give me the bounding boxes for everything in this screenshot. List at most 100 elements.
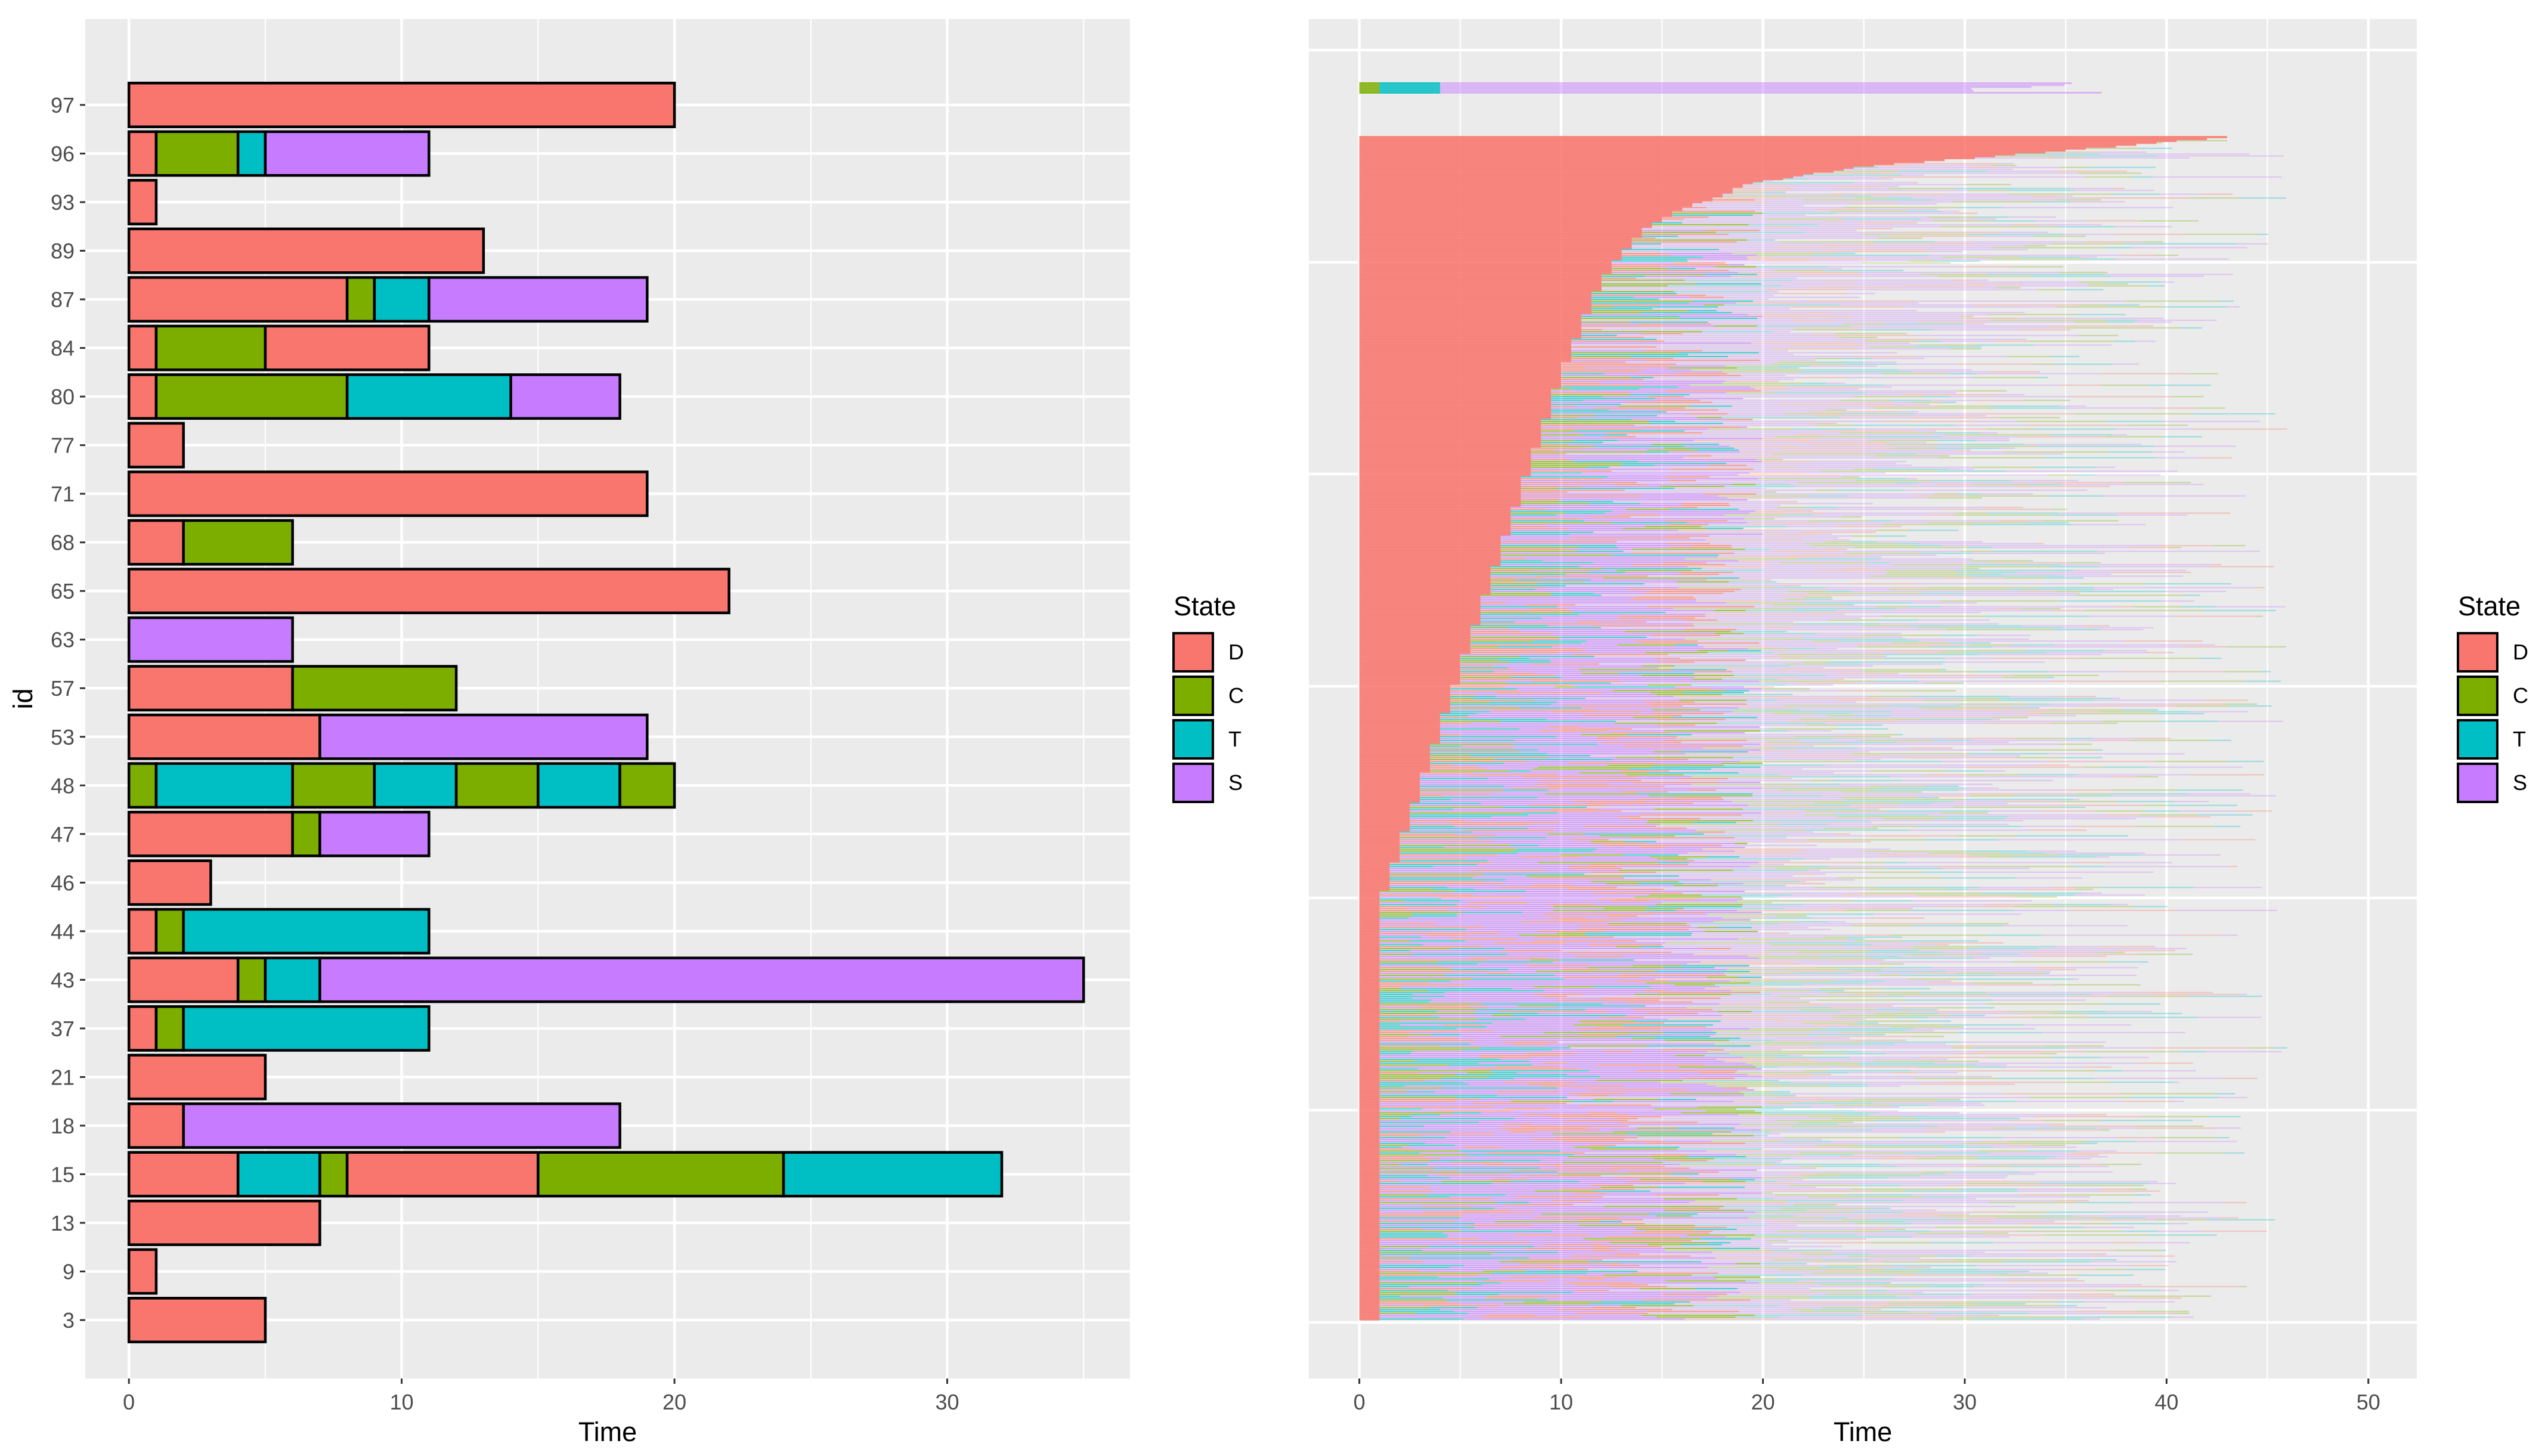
- dense-bar-S: [1639, 1253, 1802, 1255]
- dense-bar-S: [2116, 428, 2194, 430]
- dense-bar-S: [1723, 422, 1808, 425]
- dense-bar-D: [1359, 821, 1410, 824]
- dense-bar-T: [1806, 913, 1874, 915]
- dense-bar-S: [1439, 730, 1540, 732]
- dense-bar-D: [1359, 462, 1531, 465]
- dense-bar-D: [1521, 478, 1602, 480]
- dense-bar-T: [1826, 590, 1853, 593]
- dense-bar-T: [2086, 166, 2156, 168]
- dense-bar-C: [1818, 425, 1852, 426]
- dense-bar-S: [1547, 789, 1689, 791]
- dense-bar-T: [1842, 358, 1872, 360]
- dense-bar-D: [1379, 1181, 1401, 1182]
- dense-bar-D: [1682, 504, 1730, 506]
- dense-bar-C: [1739, 1091, 1773, 1093]
- dense-bar-C: [1766, 741, 1802, 744]
- dense-bar-T: [2199, 657, 2222, 659]
- dense-bar-D: [1359, 634, 1470, 637]
- dense-bar-C: [1968, 190, 2008, 191]
- dense-bar-S: [1973, 957, 1990, 959]
- dense-bar-T: [1389, 887, 1448, 888]
- dense-bar-T: [1508, 770, 1531, 772]
- dense-bar-D: [1359, 1161, 1380, 1164]
- dense-bar-S: [1474, 1223, 1621, 1225]
- dense-bar-C: [1871, 1242, 1931, 1244]
- dense-bar-S: [1678, 854, 1880, 856]
- dense-bar-T: [1427, 990, 1544, 992]
- dense-bar-C: [2155, 1219, 2207, 1220]
- dense-bar-D: [1359, 1011, 1380, 1013]
- dense-bar-C: [1691, 776, 1791, 777]
- dense-bar-C: [1893, 564, 1968, 566]
- dense-bar-T: [2079, 590, 2166, 593]
- dense-bar-S: [1684, 445, 1730, 447]
- dense-bar-D: [1359, 779, 1420, 782]
- dense-bar-S: [1999, 231, 2049, 233]
- dense-bar-S: [1379, 919, 1560, 921]
- dense-bar-S: [1379, 1041, 1503, 1043]
- dense-bar-C: [1665, 942, 1771, 944]
- dense-bar-D: [1473, 1102, 1566, 1104]
- dense-bar-C: [2094, 810, 2145, 812]
- dense-bar-D: [1835, 699, 1924, 701]
- dense-bar-T: [1558, 501, 1614, 503]
- dense-bar-S: [1803, 539, 1850, 541]
- dense-bar-D: [1359, 1125, 1380, 1128]
- dense-bar-T: [1520, 655, 1595, 658]
- dense-bar-S: [1521, 896, 1635, 898]
- dense-bar-S: [1778, 988, 1820, 990]
- dense-bar-S: [2083, 1318, 2100, 1320]
- dense-bar-S: [1562, 499, 1748, 501]
- dense-bar-T: [2125, 1268, 2166, 1271]
- dense-bar-D: [1924, 774, 1963, 776]
- dense-bar-S: [1463, 1215, 1657, 1217]
- dense-bar-S: [1636, 436, 1775, 438]
- dense-bar-S: [1600, 1129, 1761, 1131]
- dense-bar-T: [2049, 1211, 2105, 1213]
- dense-bar-D: [1652, 634, 1721, 636]
- dense-bar-D: [1359, 1295, 1380, 1298]
- dense-bar-S: [1680, 657, 1781, 659]
- dense-bar-S: [1945, 661, 2045, 663]
- dense-bar-D: [1463, 829, 1555, 831]
- dense-bar-C: [1962, 866, 2073, 868]
- dense-bar-T: [1686, 1156, 1746, 1158]
- dense-bar-T: [1730, 631, 1785, 633]
- dense-bar-T: [1906, 606, 1940, 608]
- y-tick-label: 80: [51, 385, 75, 409]
- dense-bar-D: [1430, 766, 1478, 768]
- y-tick-label: 57: [51, 676, 75, 701]
- dense-bar-S: [1408, 917, 1549, 919]
- dense-bar-S: [1912, 197, 2079, 199]
- dense-bar-S: [1812, 1291, 1924, 1293]
- dense-bar-D: [1766, 655, 1806, 658]
- dense-bar-S: [1710, 543, 1806, 545]
- dense-bar-S: [1379, 965, 1527, 966]
- dense-bar-D: [1762, 533, 1820, 535]
- dense-bar-C: [1632, 1037, 1655, 1039]
- dense-bar-D: [1579, 1104, 1652, 1106]
- legend-key-S: [1172, 763, 1214, 803]
- dense-bar-S: [1650, 1190, 1768, 1192]
- dense-bar-S: [1838, 474, 2049, 476]
- dense-bar-D: [1768, 466, 1797, 468]
- dense-bar-S: [1754, 606, 1876, 608]
- dense-bar-S: [2095, 856, 2110, 858]
- dense-bar-S: [1739, 577, 1943, 579]
- dense-bar-S: [1379, 1268, 1548, 1271]
- dense-bar-T: [2100, 887, 2194, 888]
- dense-bar-C: [1761, 1177, 1808, 1179]
- dense-bar-S: [1476, 863, 1590, 866]
- dense-bar-D: [1973, 304, 2080, 306]
- dense-bar-T: [1519, 707, 1581, 709]
- dense-bar-D: [1591, 304, 1659, 306]
- dense-bar-D: [1359, 873, 1390, 876]
- dense-bar-T: [1936, 439, 1976, 442]
- dense-bar-C: [1738, 1114, 1846, 1116]
- dense-bar-S: [2005, 470, 2178, 472]
- dense-bar-S: [2092, 993, 2154, 995]
- dense-bar-T: [1961, 682, 1964, 684]
- dense-bar-D: [1359, 995, 1380, 998]
- dense-bar-S: [1940, 606, 2114, 608]
- dense-bar-S: [1379, 892, 1593, 894]
